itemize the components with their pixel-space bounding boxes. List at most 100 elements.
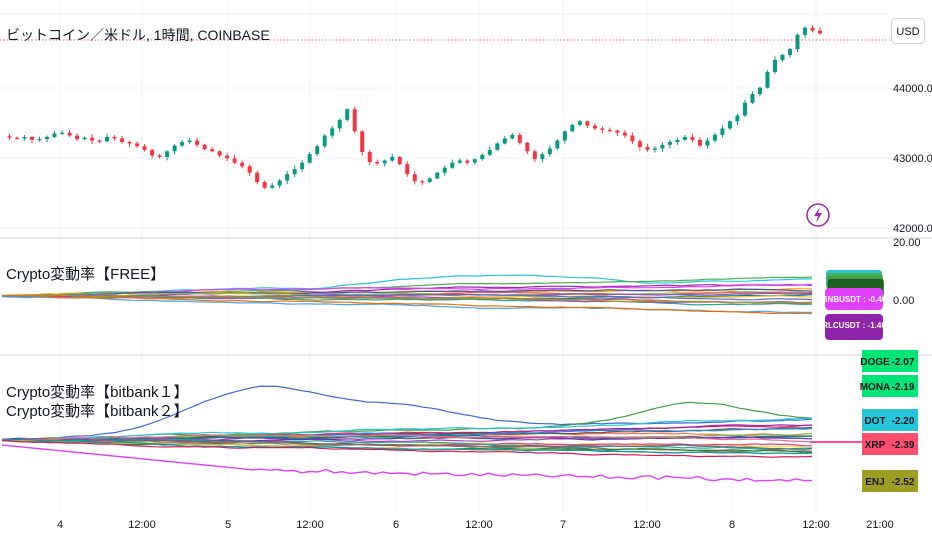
- legend-tag-value: -2.19: [892, 382, 915, 393]
- candle-body: [37, 139, 42, 141]
- candle-body: [705, 140, 710, 146]
- candle-body: [600, 128, 605, 130]
- candle-body: [562, 131, 567, 141]
- indicator-bitbank2-title[interactable]: Crypto変動率【bitbank２】: [6, 403, 189, 420]
- candle-body: [525, 142, 530, 152]
- candle-body: [112, 137, 117, 139]
- time-axis[interactable]: 4 12:00 5 12:00 6 12:00 7 12:00 8 12:00 21:00: [57, 519, 894, 531]
- candle-body: [555, 140, 560, 149]
- candle-body: [360, 131, 365, 152]
- legend-tag-name-bg: [862, 433, 888, 455]
- candle-body: [622, 132, 627, 136]
- oscillator-tick-label: 0.00: [893, 295, 914, 307]
- time-tick-label: 6: [393, 519, 399, 531]
- candle-body: [195, 140, 200, 145]
- candle-body: [420, 181, 425, 183]
- candle-body: [315, 146, 320, 155]
- time-tick-label: 12:00: [465, 519, 493, 531]
- free-series-line: [1, 293, 813, 301]
- candle-body: [810, 27, 815, 31]
- legend-tag-value-bg: [888, 470, 918, 492]
- candle-body: [7, 136, 12, 138]
- candle-body: [472, 159, 477, 163]
- time-tick-label: 21:00: [866, 519, 894, 531]
- candle-body: [517, 134, 522, 143]
- candle-body: [270, 185, 275, 188]
- candle-body: [187, 140, 192, 142]
- candle-body: [442, 167, 447, 173]
- indicator-free-title[interactable]: Crypto変動率【FREE】: [6, 266, 166, 283]
- candle-body: [645, 147, 650, 150]
- candle-body: [255, 172, 260, 182]
- candle-body: [772, 59, 777, 72]
- candle-body: [135, 143, 140, 147]
- candle-body: [60, 132, 65, 134]
- candle-body: [322, 135, 327, 147]
- candle-body: [577, 121, 582, 125]
- candle-body: [735, 115, 740, 122]
- legend-tag-name: DOGE: [860, 357, 890, 368]
- candle-body: [757, 87, 762, 95]
- candle-body: [615, 130, 620, 133]
- candle-body: [180, 142, 185, 146]
- candle-body: [427, 178, 432, 182]
- candle-body: [202, 144, 207, 150]
- candle-body: [818, 30, 822, 34]
- candle-body: [435, 172, 440, 179]
- candle-body: [675, 139, 680, 142]
- time-tick-label: 12:00: [633, 519, 661, 531]
- oscillator-tick-label: 20.00: [893, 237, 921, 249]
- candle-body: [277, 180, 282, 186]
- candle-body: [795, 34, 800, 50]
- candle-body: [690, 137, 695, 140]
- candle-body: [90, 137, 95, 141]
- candle-body: [502, 138, 507, 144]
- legend-tag-value-bg: [888, 409, 918, 431]
- candle-body: [240, 162, 245, 167]
- free-indicator-lines: [1, 274, 813, 315]
- legend-tag-value-bg: [888, 433, 918, 455]
- legend-tag-name: ENJ: [865, 477, 884, 488]
- bitbank-series-line: [1, 444, 813, 482]
- free-series-line: [1, 288, 813, 297]
- indicator-bitbank1-title[interactable]: Crypto変動率【bitbank１】: [6, 384, 189, 401]
- candle-body: [165, 151, 170, 157]
- candle-body: [397, 157, 402, 165]
- candle-body: [510, 134, 515, 139]
- legend-tag-bg: [825, 314, 883, 340]
- candle-body: [150, 149, 155, 156]
- price-axis[interactable]: 44000.00 43000.00 42000.00 20.00 0.00: [893, 83, 932, 307]
- candle-body: [15, 137, 20, 139]
- legend-tag-name-bg: [862, 350, 888, 372]
- candle-body: [585, 121, 590, 126]
- legend-tag-value-bg: [888, 375, 918, 397]
- candle-body: [727, 121, 732, 129]
- candle-body: [667, 142, 672, 145]
- candle-body: [652, 148, 657, 150]
- free-series-line: [1, 294, 813, 304]
- legend-tag-name-bg: [862, 409, 888, 431]
- candle-body: [367, 152, 372, 162]
- price-tick-label: 42000.00: [893, 223, 932, 235]
- candle-body: [780, 54, 785, 60]
- candle-body: [487, 149, 492, 155]
- currency-button[interactable]: USD: [891, 18, 925, 44]
- bitbank-indicator-lines: [1, 385, 813, 482]
- lightning-icon[interactable]: [806, 203, 830, 227]
- bitbank-series-line: [1, 417, 813, 442]
- legend-tag-value: -2.39: [892, 440, 915, 451]
- bitbank-series-line: [1, 439, 813, 458]
- symbol-title[interactable]: ビットコイン／米ドル, 1時間, COINBASE: [6, 27, 270, 43]
- candle-body: [592, 125, 597, 129]
- legend-tag-name-bg: [862, 470, 888, 492]
- candle-body: [465, 160, 470, 163]
- candle-body: [390, 157, 395, 161]
- bitbank-series-line: [1, 434, 813, 443]
- candle-body: [630, 135, 635, 142]
- candle-body: [285, 174, 290, 181]
- time-tick-label: 8: [729, 519, 735, 531]
- candle-body: [172, 145, 177, 152]
- free-series-line: [1, 294, 813, 315]
- candle-body: [495, 143, 500, 150]
